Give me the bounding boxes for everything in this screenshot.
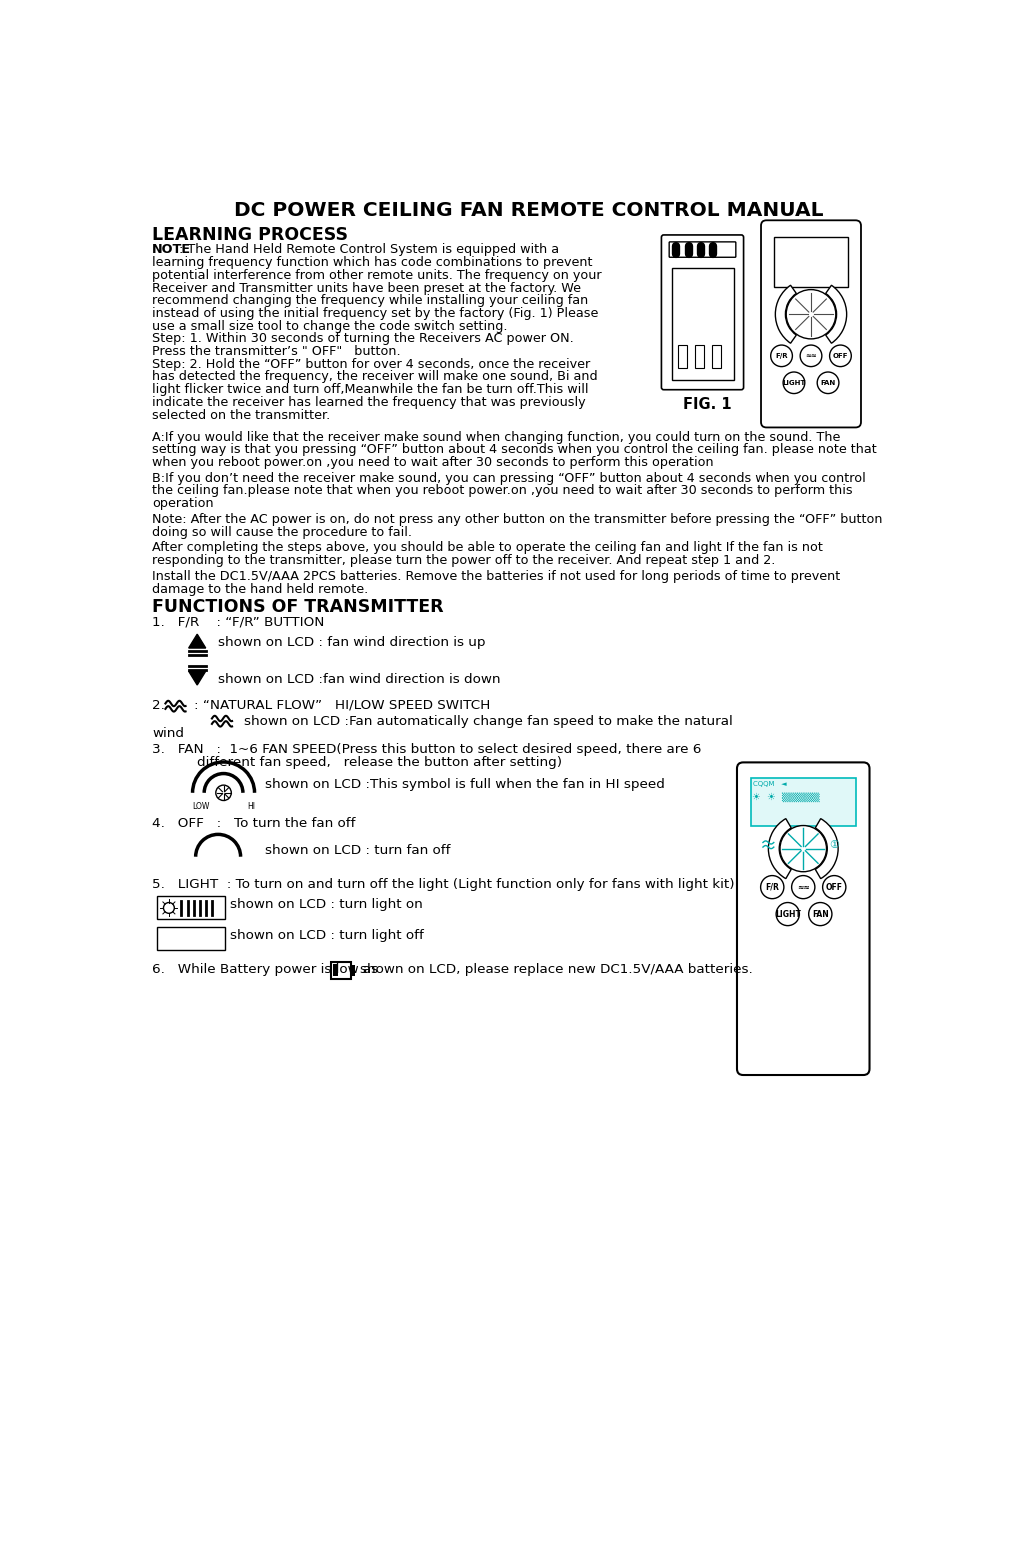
Circle shape <box>783 371 805 393</box>
Text: : The Hand Held Remote Control System is equipped with a: : The Hand Held Remote Control System is… <box>179 243 558 256</box>
Text: 1.   F/R    : “F/R” BUTTION: 1. F/R : “F/R” BUTTION <box>153 615 325 629</box>
Text: LIGHT: LIGHT <box>775 909 801 919</box>
Text: the ceiling fan.please note that when you reboot power.on ,you need to wait afte: the ceiling fan.please note that when yo… <box>153 485 852 498</box>
Circle shape <box>163 903 174 913</box>
Text: LIGHT: LIGHT <box>782 379 806 385</box>
FancyBboxPatch shape <box>761 220 861 427</box>
Text: 6.   While Battery power is low as: 6. While Battery power is low as <box>153 963 379 975</box>
Text: ≈≈: ≈≈ <box>797 883 810 892</box>
Text: 4.   OFF   :   To turn the fan off: 4. OFF : To turn the fan off <box>153 817 356 830</box>
Text: different fan speed,   release the button after setting): different fan speed, release the button … <box>197 757 562 769</box>
Wedge shape <box>769 819 792 878</box>
Circle shape <box>817 371 839 393</box>
Polygon shape <box>189 671 205 685</box>
Text: shown on LCD : turn light off: shown on LCD : turn light off <box>230 928 423 942</box>
Text: shown on LCD : turn light on: shown on LCD : turn light on <box>230 899 422 911</box>
Text: Press the transmitter’s " OFF"   button.: Press the transmitter’s " OFF" button. <box>153 345 400 359</box>
Text: ☀  ☀  ▒▒▒▒▒: ☀ ☀ ▒▒▒▒▒ <box>752 791 820 802</box>
Text: wind: wind <box>153 727 185 741</box>
FancyBboxPatch shape <box>712 345 721 368</box>
Circle shape <box>780 825 827 872</box>
FancyBboxPatch shape <box>330 963 351 978</box>
FancyBboxPatch shape <box>351 966 355 975</box>
Circle shape <box>786 290 836 339</box>
Text: indicate the receiver has learned the frequency that was previously: indicate the receiver has learned the fr… <box>153 396 586 409</box>
Text: light flicker twice and turn off,Meanwhile the fan be turn off.This will: light flicker twice and turn off,Meanwhi… <box>153 384 588 396</box>
FancyBboxPatch shape <box>157 897 225 919</box>
Circle shape <box>761 875 784 899</box>
Text: LOW: LOW <box>193 802 209 811</box>
Text: DC POWER CEILING FAN REMOTE CONTROL MANUAL: DC POWER CEILING FAN REMOTE CONTROL MANU… <box>234 201 824 220</box>
Circle shape <box>800 345 821 367</box>
Text: operation: operation <box>153 498 214 510</box>
Circle shape <box>776 903 800 925</box>
Text: HI: HI <box>248 802 256 811</box>
Wedge shape <box>826 285 846 343</box>
FancyBboxPatch shape <box>678 345 687 368</box>
Text: FAN: FAN <box>812 909 829 919</box>
Text: F/R: F/R <box>775 353 787 359</box>
Text: OFF: OFF <box>826 883 843 892</box>
Text: responding to the transmitter, please turn the power off to the receiver. And re: responding to the transmitter, please tu… <box>153 554 776 568</box>
Text: ≈≈: ≈≈ <box>805 353 817 359</box>
Text: Note: After the AC power is on, do not press any other button on the transmitter: Note: After the AC power is on, do not p… <box>153 513 882 526</box>
Text: 5.   LIGHT  : To turn on and turn off the light (Light function only for fans wi: 5. LIGHT : To turn on and turn off the l… <box>153 878 735 891</box>
FancyBboxPatch shape <box>774 237 848 287</box>
Text: doing so will cause the procedure to fail.: doing so will cause the procedure to fai… <box>153 526 412 538</box>
Circle shape <box>216 785 231 800</box>
Circle shape <box>792 875 815 899</box>
Text: FAN: FAN <box>820 379 836 385</box>
Text: shown on LCD :This symbol is full when the fan in HI speed: shown on LCD :This symbol is full when t… <box>264 778 665 791</box>
Text: when you reboot power.on ,you need to wait after 30 seconds to perform this oper: when you reboot power.on ,you need to wa… <box>153 456 714 470</box>
Text: 3.   FAN   :  1~6 FAN SPEED(Press this button to select desired speed, there are: 3. FAN : 1~6 FAN SPEED(Press this button… <box>153 743 702 757</box>
Text: setting way is that you pressing “OFF” button about 4 seconds when you control t: setting way is that you pressing “OFF” b… <box>153 443 877 456</box>
Circle shape <box>823 875 846 899</box>
FancyBboxPatch shape <box>751 778 856 825</box>
Text: shown on LCD, please replace new DC1.5V/AAA batteries.: shown on LCD, please replace new DC1.5V/… <box>360 963 752 975</box>
FancyBboxPatch shape <box>669 242 736 257</box>
Text: selected on the transmitter.: selected on the transmitter. <box>153 409 330 421</box>
Text: recommend changing the frequency while installing your ceiling fan: recommend changing the frequency while i… <box>153 295 588 307</box>
Text: learning frequency function which has code combinations to prevent: learning frequency function which has co… <box>153 256 592 270</box>
Text: Receiver and Transmitter units have been preset at the factory. We: Receiver and Transmitter units have been… <box>153 281 581 295</box>
Text: damage to the hand held remote.: damage to the hand held remote. <box>153 582 368 596</box>
Text: F/R: F/R <box>766 883 779 892</box>
Text: shown on LCD : fan wind direction is up: shown on LCD : fan wind direction is up <box>218 636 486 649</box>
FancyBboxPatch shape <box>333 964 338 977</box>
Text: LEARNING PROCESS: LEARNING PROCESS <box>153 226 348 243</box>
Text: After completing the steps above, you should be able to operate the ceiling fan : After completing the steps above, you sh… <box>153 541 824 554</box>
Text: shown on LCD :fan wind direction is down: shown on LCD :fan wind direction is down <box>218 674 501 686</box>
Text: instead of using the initial frequency set by the factory (Fig. 1) Please: instead of using the initial frequency s… <box>153 307 599 320</box>
Circle shape <box>771 345 793 367</box>
Text: Step: 2. Hold the “OFF” button for over 4 seconds, once the receiver: Step: 2. Hold the “OFF” button for over … <box>153 357 590 371</box>
Text: FIG. 1: FIG. 1 <box>683 396 732 412</box>
Text: B:If you don’t need the receiver make sound, you can pressing “OFF” button about: B:If you don’t need the receiver make so… <box>153 471 866 485</box>
Text: : “NATURAL FLOW”   HI/LOW SPEED SWITCH: : “NATURAL FLOW” HI/LOW SPEED SWITCH <box>194 699 490 711</box>
Circle shape <box>830 345 851 367</box>
Text: has detected the frequency, the receiver will make one sound, Bi and: has detected the frequency, the receiver… <box>153 370 598 384</box>
FancyBboxPatch shape <box>737 763 870 1075</box>
Text: shown on LCD : turn fan off: shown on LCD : turn fan off <box>264 844 450 856</box>
Text: 2.: 2. <box>153 699 165 711</box>
FancyBboxPatch shape <box>672 268 734 379</box>
Text: CQQM   ◄: CQQM ◄ <box>753 782 786 786</box>
FancyBboxPatch shape <box>662 236 744 390</box>
Wedge shape <box>815 819 838 878</box>
Text: Install the DC1.5V/AAA 2PCS batteries. Remove the batteries if not used for long: Install the DC1.5V/AAA 2PCS batteries. R… <box>153 569 840 583</box>
Polygon shape <box>189 635 205 647</box>
Text: Step: 1. Within 30 seconds of turning the Receivers AC power ON.: Step: 1. Within 30 seconds of turning th… <box>153 332 574 345</box>
Text: potential interference from other remote units. The frequency on your: potential interference from other remote… <box>153 268 602 282</box>
Text: ①: ① <box>830 839 839 850</box>
FancyBboxPatch shape <box>157 927 225 950</box>
Text: A:If you would like that the receiver make sound when changing function, you cou: A:If you would like that the receiver ma… <box>153 431 841 443</box>
Text: use a small size tool to change the code switch setting.: use a small size tool to change the code… <box>153 320 508 332</box>
Circle shape <box>809 903 832 925</box>
FancyBboxPatch shape <box>695 345 704 368</box>
Text: FUNCTIONS OF TRANSMITTER: FUNCTIONS OF TRANSMITTER <box>153 599 444 616</box>
Text: OFF: OFF <box>833 353 848 359</box>
Wedge shape <box>775 285 797 343</box>
Text: NOTE: NOTE <box>153 243 191 256</box>
Text: shown on LCD :Fan automatically change fan speed to make the natural: shown on LCD :Fan automatically change f… <box>244 714 733 727</box>
